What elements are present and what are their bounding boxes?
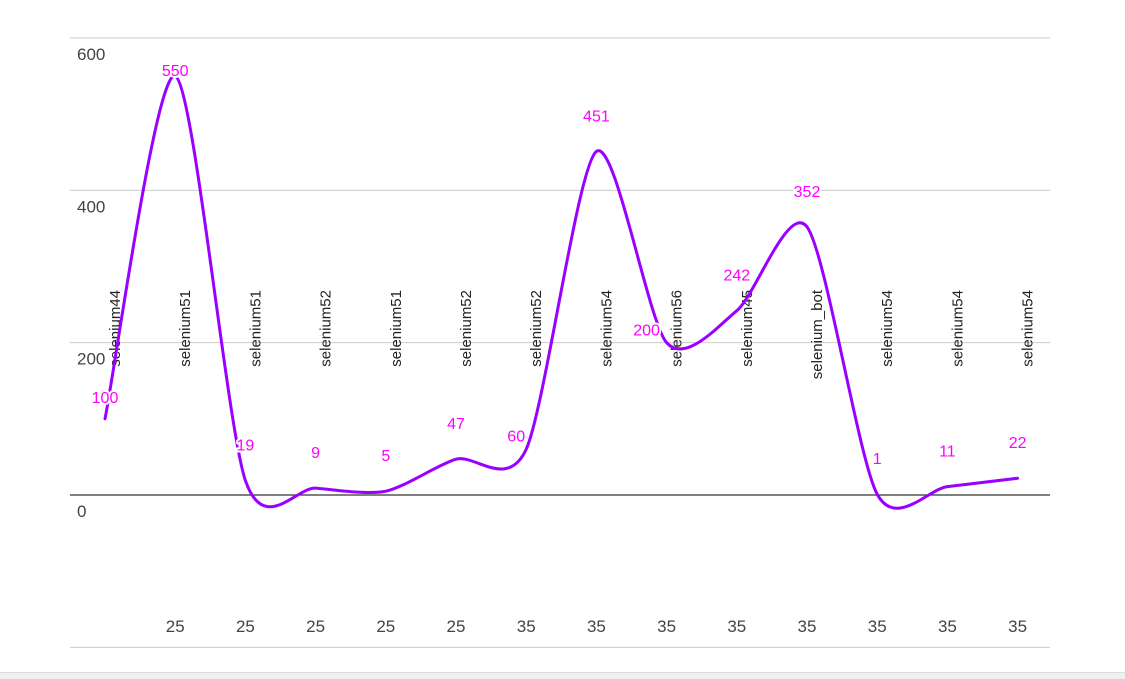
category-label: selenium51 bbox=[247, 290, 264, 367]
data-label: 200 bbox=[633, 323, 660, 340]
category-label: selenium44 bbox=[107, 290, 124, 367]
x-tick-label: 25 bbox=[236, 617, 255, 636]
data-label: 451 bbox=[583, 108, 610, 125]
data-label: 1 bbox=[873, 451, 882, 468]
data-label: 5 bbox=[381, 448, 390, 465]
category-label: selenium_bot bbox=[809, 289, 826, 379]
category-label: selenium51 bbox=[388, 290, 405, 367]
x-tick-label: 25 bbox=[376, 617, 395, 636]
x-tick-label: 35 bbox=[517, 617, 536, 636]
data-point bbox=[314, 486, 318, 490]
data-label: 47 bbox=[447, 416, 465, 433]
y-tick-label: 200 bbox=[77, 350, 105, 369]
category-label: selenium52 bbox=[318, 290, 335, 367]
x-tick-label: 25 bbox=[447, 617, 466, 636]
data-point bbox=[945, 485, 949, 489]
scrollbar-track bbox=[0, 672, 1125, 679]
category-label: selenium54 bbox=[879, 290, 896, 367]
category-label: selenium54 bbox=[598, 290, 615, 367]
data-label: 60 bbox=[507, 428, 525, 445]
y-tick-label: 600 bbox=[77, 45, 105, 64]
data-point bbox=[875, 492, 879, 496]
x-tick-label: 35 bbox=[727, 617, 746, 636]
x-tick-label: 35 bbox=[587, 617, 606, 636]
x-tick-label: 35 bbox=[657, 617, 676, 636]
data-label: 22 bbox=[1009, 435, 1027, 452]
data-label: 242 bbox=[723, 268, 750, 285]
y-tick-label: 400 bbox=[77, 197, 105, 216]
data-point bbox=[594, 149, 598, 153]
data-label: 19 bbox=[237, 438, 255, 455]
data-point bbox=[805, 225, 809, 229]
data-point bbox=[735, 309, 739, 313]
data-label: 550 bbox=[162, 63, 189, 80]
data-point bbox=[243, 479, 247, 483]
series-line bbox=[103, 74, 1020, 510]
x-tick-label: 25 bbox=[166, 617, 185, 636]
x-tick-label: 35 bbox=[798, 617, 817, 636]
data-point bbox=[454, 457, 458, 461]
x-tick-label: 35 bbox=[938, 617, 957, 636]
category-label: selenium51 bbox=[177, 290, 194, 367]
category-label: selenium45 bbox=[739, 290, 756, 367]
category-label: selenium56 bbox=[669, 290, 686, 367]
data-point bbox=[103, 417, 107, 421]
category-label: selenium52 bbox=[528, 290, 545, 367]
x-tick-label: 35 bbox=[1008, 617, 1027, 636]
category-label: selenium52 bbox=[458, 290, 475, 367]
data-label: 352 bbox=[794, 184, 821, 201]
data-point bbox=[665, 341, 669, 345]
x-tick-label: 35 bbox=[868, 617, 887, 636]
x-tick-label: 25 bbox=[306, 617, 325, 636]
data-point bbox=[384, 489, 388, 493]
category-label: selenium54 bbox=[949, 290, 966, 367]
data-point bbox=[524, 447, 528, 451]
category-label: selenium54 bbox=[1020, 290, 1037, 367]
data-label: 11 bbox=[939, 444, 956, 461]
data-label: 9 bbox=[311, 445, 320, 462]
data-label: 100 bbox=[92, 390, 119, 407]
y-tick-label: 0 bbox=[77, 502, 86, 521]
data-point bbox=[1016, 476, 1020, 480]
